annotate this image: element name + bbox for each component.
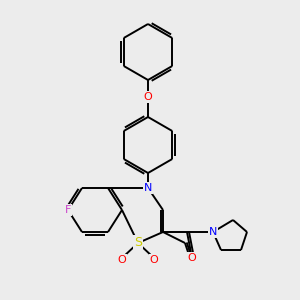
Text: O: O [150, 255, 158, 265]
Text: F: F [65, 205, 71, 215]
Text: O: O [144, 92, 152, 102]
Text: N: N [209, 227, 217, 237]
Text: S: S [134, 236, 142, 250]
Text: O: O [188, 253, 196, 263]
Text: O: O [118, 255, 126, 265]
Text: N: N [144, 183, 152, 193]
